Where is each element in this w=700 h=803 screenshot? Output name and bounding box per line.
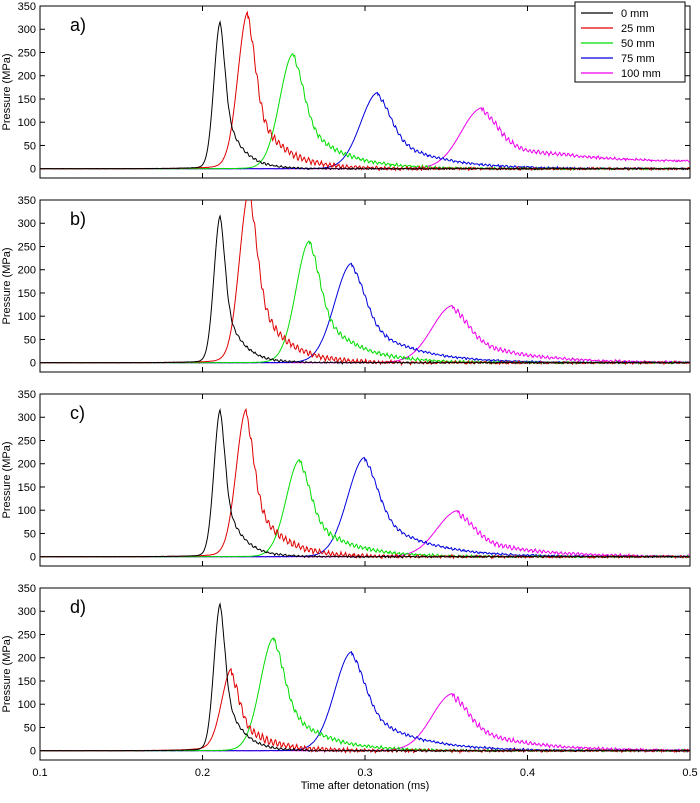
panel-2-ytick-label: 50	[24, 528, 36, 540]
panel-0-ytick-label: 100	[18, 117, 36, 129]
panel-0-ytick-label: 250	[18, 47, 36, 59]
panel-3-ytick-label: 0	[30, 746, 36, 758]
panel-0-series-100-mm	[40, 106, 690, 170]
panel-3-ytick-label: 250	[18, 629, 36, 641]
panel-1-ytick-label: 350	[18, 195, 36, 207]
panel-1-ytick-label: 100	[18, 311, 36, 323]
panel-3-ytick-label: 100	[18, 699, 36, 711]
panel-2-tag: c)	[70, 403, 85, 423]
panel-3-series-50-mm	[40, 637, 690, 754]
panel-2-series-100-mm	[40, 510, 690, 559]
panel-0-tag: a)	[70, 15, 86, 35]
panel-2-ytick-label: 150	[18, 482, 36, 494]
panel-2-ytick-label: 0	[30, 552, 36, 564]
panel-0-ylabel: Pressure (MPa)	[1, 53, 13, 130]
panel-1-series-50-mm	[40, 240, 690, 366]
panel-1-tag: b)	[70, 209, 86, 229]
panel-2-series-75-mm	[40, 456, 690, 559]
legend-box	[574, 1, 686, 83]
panel-3-series-0-mm	[40, 602, 690, 753]
panel-1-ylabel: Pressure (MPa)	[1, 247, 13, 324]
panel-0-ytick-label: 300	[18, 24, 36, 36]
legend-label: 0 mm	[621, 8, 649, 20]
legend-label: 50 mm	[621, 38, 655, 50]
panel-3-series-100-mm	[40, 692, 690, 753]
panel-3-ylabel: Pressure (MPa)	[1, 635, 13, 712]
xtick-label: 0.4	[520, 767, 535, 779]
panel-3-tag: d)	[70, 597, 86, 617]
panel-2-ylabel: Pressure (MPa)	[1, 441, 13, 518]
panel-3-series-25-mm	[40, 667, 690, 755]
panel-1-series-25-mm	[40, 200, 690, 367]
panel-3-series-75-mm	[40, 650, 690, 753]
panel-3-ytick-label: 300	[18, 606, 36, 618]
panel-3-ytick-label: 350	[18, 583, 36, 595]
panel-0-ytick-label: 0	[30, 164, 36, 176]
xtick-label: 0.5	[682, 767, 697, 779]
panel-2-ytick-label: 350	[18, 389, 36, 401]
panel-0-ytick-label: 200	[18, 71, 36, 83]
panel-2-series-50-mm	[40, 458, 690, 559]
panel-0-series-0-mm	[40, 20, 690, 171]
xtick-label: 0.2	[195, 767, 210, 779]
panel-0-series-75-mm	[40, 91, 690, 171]
panel-0-ytick-label: 350	[18, 1, 36, 13]
panel-2-ytick-label: 250	[18, 435, 36, 447]
panel-2-ytick-label: 100	[18, 505, 36, 517]
panel-1-series-100-mm	[40, 304, 690, 365]
legend-label: 25 mm	[621, 23, 655, 35]
panel-2-ytick-label: 200	[18, 459, 36, 471]
panel-2-series-25-mm	[40, 407, 690, 560]
legend-label: 75 mm	[621, 53, 655, 65]
legend-label: 100 mm	[621, 68, 661, 80]
panel-2-frame	[39, 393, 691, 567]
panel-1-ytick-label: 150	[18, 288, 36, 300]
panel-3-frame	[39, 587, 691, 761]
panel-1-frame	[39, 199, 691, 373]
panel-1-ytick-label: 300	[18, 218, 36, 230]
panel-3-ytick-label: 150	[18, 676, 36, 688]
panel-0-ytick-label: 150	[18, 94, 36, 106]
panel-1-ytick-label: 200	[18, 265, 36, 277]
panel-2-series-0-mm	[40, 408, 690, 559]
panel-1-ytick-label: 0	[30, 358, 36, 370]
panel-2-ytick-label: 300	[18, 412, 36, 424]
panel-1-ytick-label: 50	[24, 334, 36, 346]
xtick-label: 0.1	[32, 767, 47, 779]
panel-3-ytick-label: 200	[18, 653, 36, 665]
x-axis-label: Time after detonation (ms)	[301, 780, 430, 792]
panel-0-ytick-label: 50	[24, 140, 36, 152]
panel-1-series-0-mm	[40, 214, 690, 365]
panel-3-ytick-label: 50	[24, 722, 36, 734]
panel-1-ytick-label: 250	[18, 241, 36, 253]
xtick-label: 0.3	[357, 767, 372, 779]
